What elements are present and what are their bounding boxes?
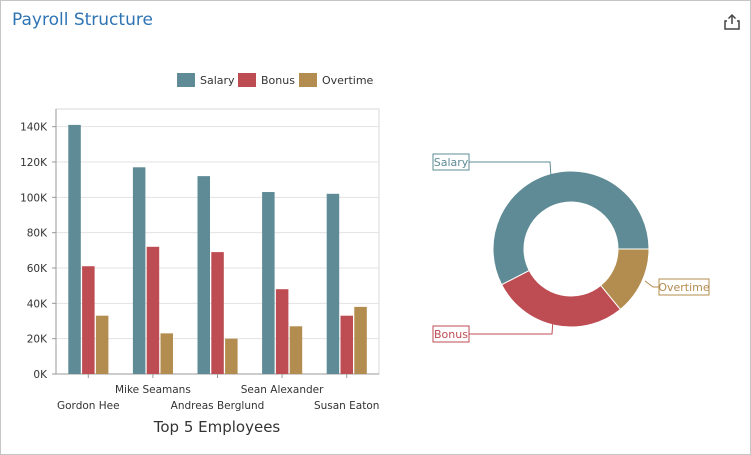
share-export-icon[interactable] [722, 12, 742, 32]
bar-salary[interactable] [132, 167, 146, 374]
bar-bonus[interactable] [146, 246, 160, 374]
legend: Salary Bonus Overtime [177, 73, 374, 87]
legend-swatch-overtime [299, 73, 317, 87]
x-tick-label: Sean Alexander [241, 384, 324, 396]
legend-swatch-salary [177, 73, 195, 87]
bar-salary[interactable] [262, 192, 275, 374]
legend-label-overtime: Overtime [322, 74, 374, 87]
y-tick-label: 60K [27, 263, 48, 275]
bar-overtime[interactable] [95, 315, 109, 374]
x-axis-title: Top 5 Employees [153, 418, 281, 436]
donut-slice-bonus[interactable] [500, 269, 621, 328]
y-tick-label: 40K [27, 298, 48, 310]
overtime-label-box [658, 278, 710, 296]
bar-bonus[interactable] [82, 266, 95, 374]
bar-salary[interactable] [326, 193, 340, 374]
x-tick-label: Mike Seamans [115, 384, 191, 396]
overtime-leader-line [644, 280, 659, 288]
salary-leader-line [468, 161, 552, 178]
y-tick-label: 140K [20, 122, 48, 134]
bar-overtime[interactable] [160, 333, 174, 374]
bar-salary[interactable] [68, 124, 81, 375]
donut-labels: Salary Bonus Overtime [432, 153, 710, 343]
legend-swatch-bonus [238, 73, 256, 87]
y-tick-label: 0K [33, 369, 48, 381]
bar-chart: 0K 20K 40K 60K 80K 100K 120K 140K Gordon Hee Mike… [20, 108, 380, 412]
bar-bonus[interactable] [275, 289, 289, 374]
x-tick-label: Andreas Berglund [171, 400, 265, 412]
y-tick-label: 20K [27, 334, 48, 346]
salary-label-box [432, 153, 470, 171]
x-tick-label: Susan Eaton [314, 400, 379, 412]
bar-overtime[interactable] [289, 326, 303, 374]
overtime-label: Overtime [658, 281, 710, 294]
bonus-label: Bonus [434, 328, 468, 341]
y-tick-label: 80K [27, 228, 48, 240]
donut-slice-salary[interactable] [492, 170, 650, 286]
bar-salary[interactable] [197, 176, 211, 374]
bar-overtime[interactable] [354, 306, 367, 374]
y-tick-label: 120K [20, 157, 48, 169]
panel-title: Payroll Structure [12, 10, 153, 30]
legend-label-bonus: Bonus [261, 74, 295, 87]
legend-label-salary: Salary [200, 74, 235, 87]
bonus-leader-line [468, 318, 554, 335]
bar-bonus[interactable] [211, 252, 224, 374]
bar-overtime[interactable] [225, 338, 238, 374]
x-tick-label: Gordon Hee [57, 400, 120, 412]
bonus-label-box [432, 325, 470, 343]
donut-chart [492, 170, 650, 328]
y-tick-label: 100K [20, 192, 48, 204]
bar-bonus[interactable] [340, 315, 354, 374]
salary-label: Salary [434, 156, 469, 169]
